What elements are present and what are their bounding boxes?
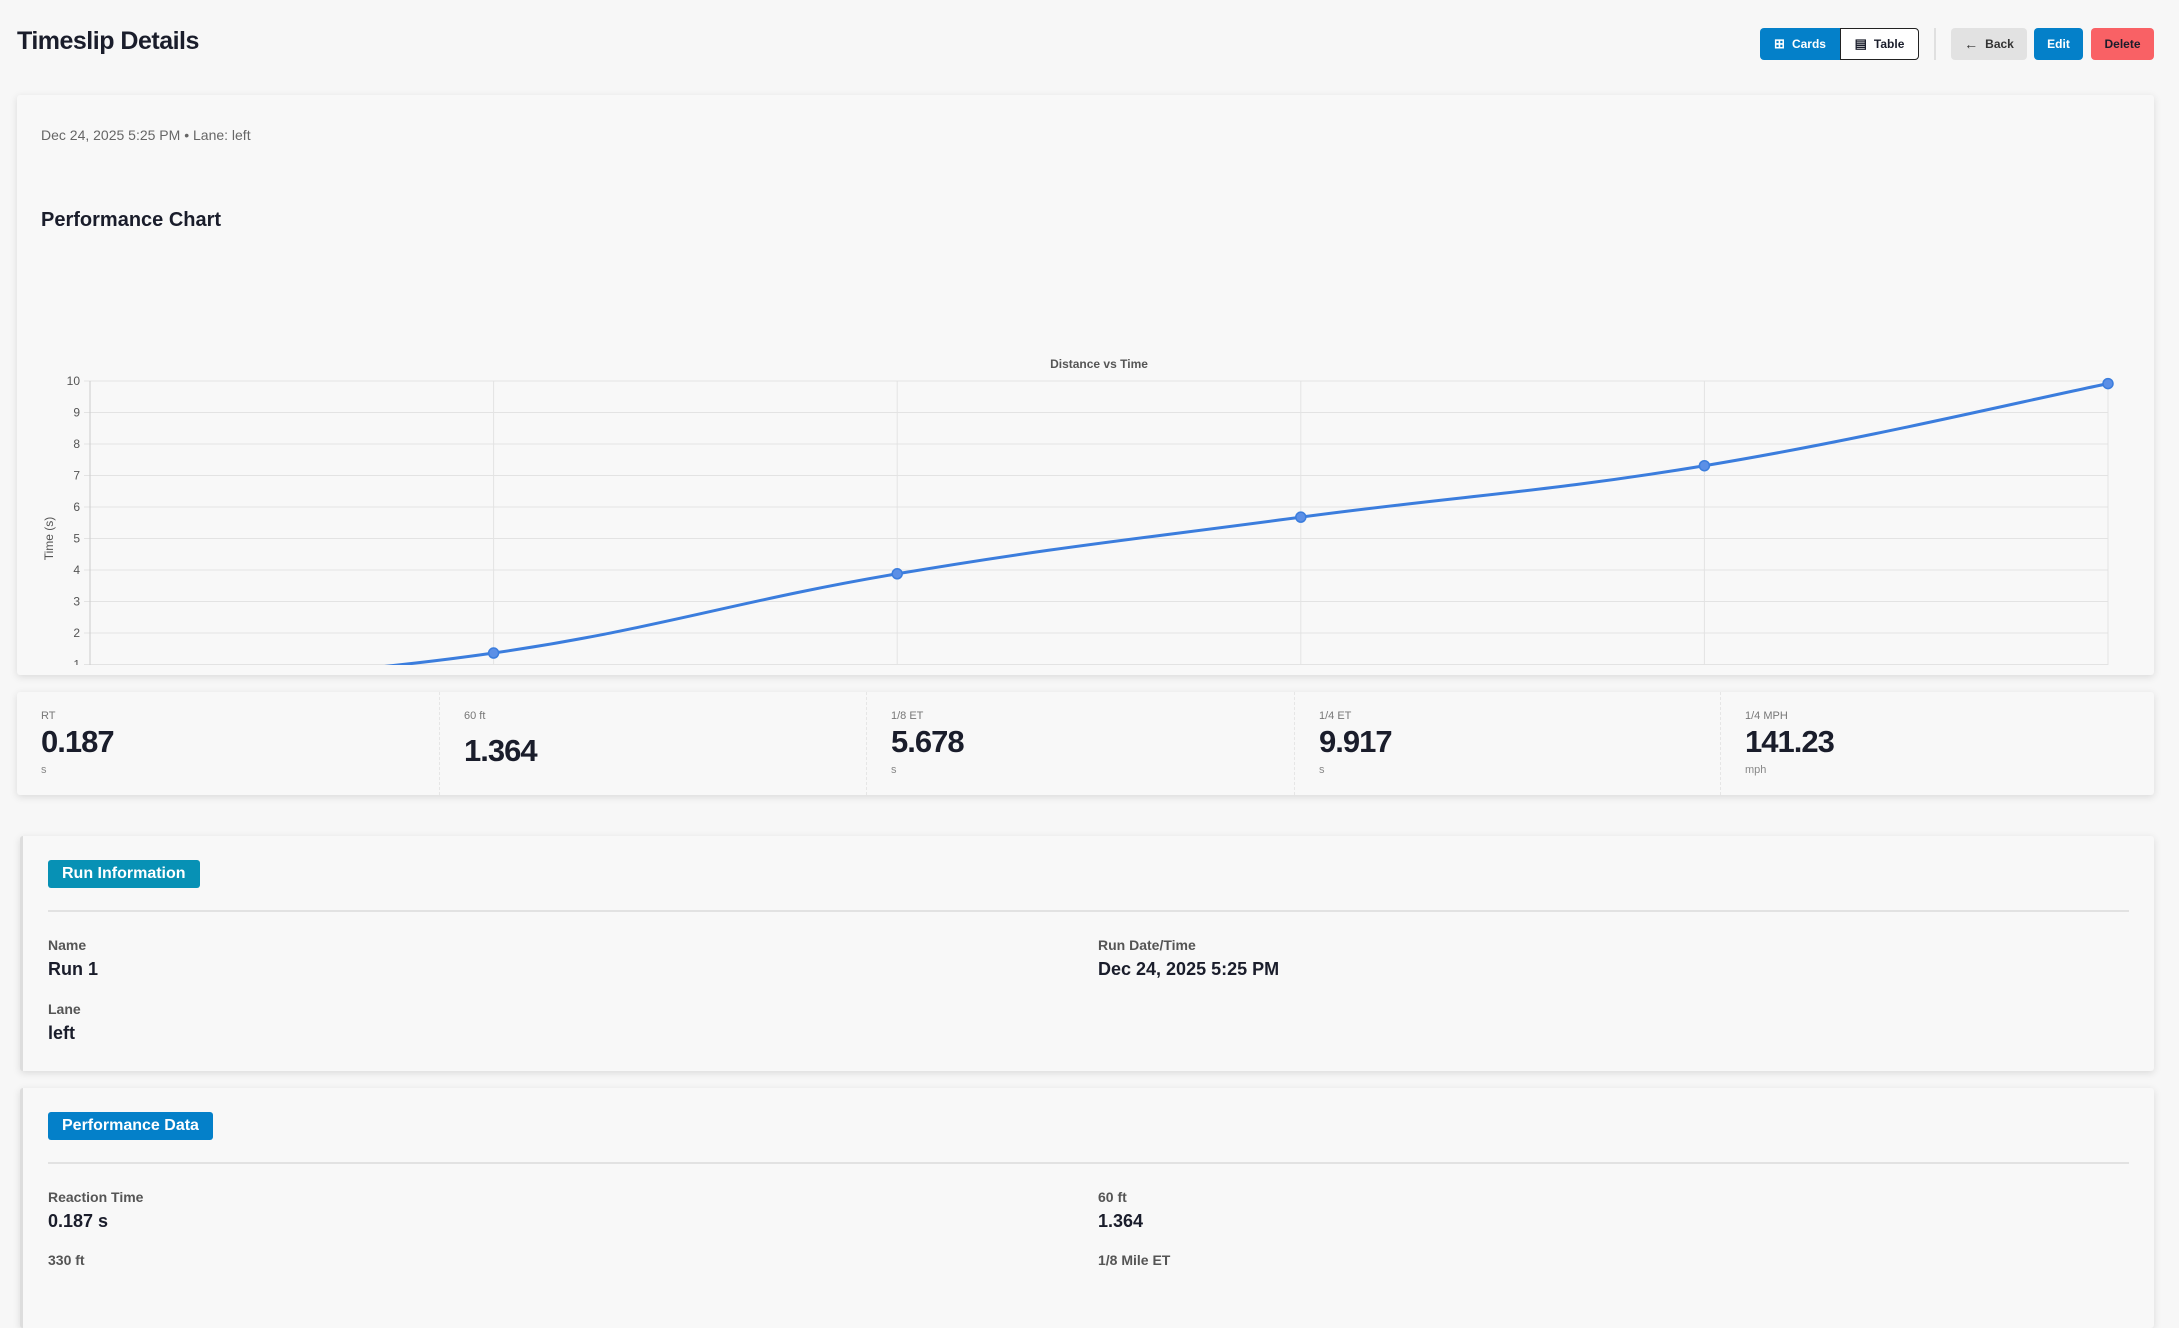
grid-icon: ⊞ (1774, 36, 1785, 51)
stat-label: 1/4 ET (1319, 710, 1352, 722)
cards-view-button[interactable]: ⊞ Cards (1760, 28, 1840, 60)
stat-value: 141.23 (1745, 724, 1835, 759)
data-point[interactable] (1295, 511, 1307, 523)
data-point[interactable] (487, 647, 500, 659)
y-tick-label: 10 (67, 374, 81, 388)
reaction-time-label: Reaction Time (48, 1189, 144, 1205)
toolbar-separator (1934, 28, 1936, 60)
stats-card: RT 0.187 s 60 ft 1.364 1/8 ET 5.678 s 1/4 … (17, 692, 2154, 795)
run-date-value: Dec 24, 2025 5:25 PM (1098, 959, 1280, 979)
330-ft-label: 330 ft (48, 1252, 85, 1268)
stat-3: 1/4 ET 9.917 s (1295, 692, 1721, 795)
chart-title: Distance vs Time (1050, 357, 1148, 371)
summary-card: Dec 24, 2025 5:25 PM • Lane: left Perfor… (17, 95, 2154, 675)
stat-value: 9.917 (1319, 724, 1393, 759)
stat-label: RT (41, 710, 56, 722)
y-tick-label: 5 (73, 532, 80, 546)
table-icon: ▤ (1854, 36, 1867, 51)
stat-unit: mph (1745, 764, 1767, 776)
data-point[interactable] (1698, 459, 1711, 472)
delete-button[interactable]: Delete (2091, 28, 2154, 60)
name-value: Run 1 (48, 959, 99, 979)
stat-0: RT 0.187 s (17, 692, 440, 795)
run-information-heading: Run Information (48, 860, 200, 888)
edit-button[interactable]: Edit (2034, 28, 2083, 60)
y-tick-label: 9 (73, 406, 80, 420)
stat-value: 0.187 (41, 724, 115, 759)
run-date-label: Run Date/Time (1098, 937, 1196, 953)
reaction-time-value: 0.187 s (48, 1211, 109, 1231)
y-tick-label: 8 (73, 437, 80, 451)
stat-unit: s (41, 764, 47, 776)
performance-data-card: Performance Data Reaction Time 0.187 s 6… (20, 1088, 2154, 1328)
series-line (384, 382, 2109, 665)
distance-time-chart: Distance vs Time0123456789100 ft60 ft330… (42, 357, 2114, 666)
stat-label: 1/4 MPH (1745, 710, 1788, 722)
sixty-ft-value: 1.364 (1098, 1211, 1144, 1231)
stat-2: 1/8 ET 5.678 s (867, 692, 1295, 795)
lane-label: Lane (48, 1001, 81, 1017)
arrow-left-icon: ← (1964, 36, 1979, 52)
stat-value: 5.678 (891, 724, 965, 759)
table-view-button[interactable]: ▤ Table (1840, 28, 1919, 60)
y-tick-label: 6 (73, 500, 80, 514)
stat-label: 1/8 ET (891, 710, 924, 722)
back-button[interactable]: ← Back (1951, 28, 2027, 60)
y-tick-label: 1 (73, 658, 80, 666)
run-information-card: Run Information Name Run 1 Run Date/Time… (20, 836, 2154, 1071)
stat-4: 1/4 MPH 141.23 mph (1721, 692, 2154, 795)
performance-data-heading: Performance Data (48, 1112, 213, 1140)
page-title: Timeslip Details (17, 27, 199, 55)
y-tick-label: 4 (73, 563, 80, 577)
divider (48, 1162, 2129, 1164)
y-axis-label: Time (s) (42, 517, 56, 561)
eighth-mile-et-label: 1/8 Mile ET (1098, 1252, 1171, 1268)
chart-heading: Performance Chart (41, 209, 222, 231)
data-point[interactable] (891, 568, 903, 580)
data-point[interactable] (2102, 377, 2114, 390)
y-tick-label: 2 (73, 626, 80, 640)
stat-unit: s (1319, 764, 1325, 776)
stat-unit: s (891, 764, 897, 776)
divider (48, 910, 2129, 912)
lane-value: left (48, 1023, 75, 1043)
stat-label: 60 ft (464, 710, 486, 722)
run-subtitle: Dec 24, 2025 5:25 PM • Lane: left (41, 127, 251, 143)
name-label: Name (48, 937, 87, 953)
stat-1: 60 ft 1.364 (440, 692, 867, 795)
y-tick-label: 3 (73, 595, 80, 609)
sixty-ft-label: 60 ft (1098, 1189, 1127, 1205)
y-tick-label: 7 (73, 469, 80, 483)
stat-value: 1.364 (464, 733, 538, 768)
